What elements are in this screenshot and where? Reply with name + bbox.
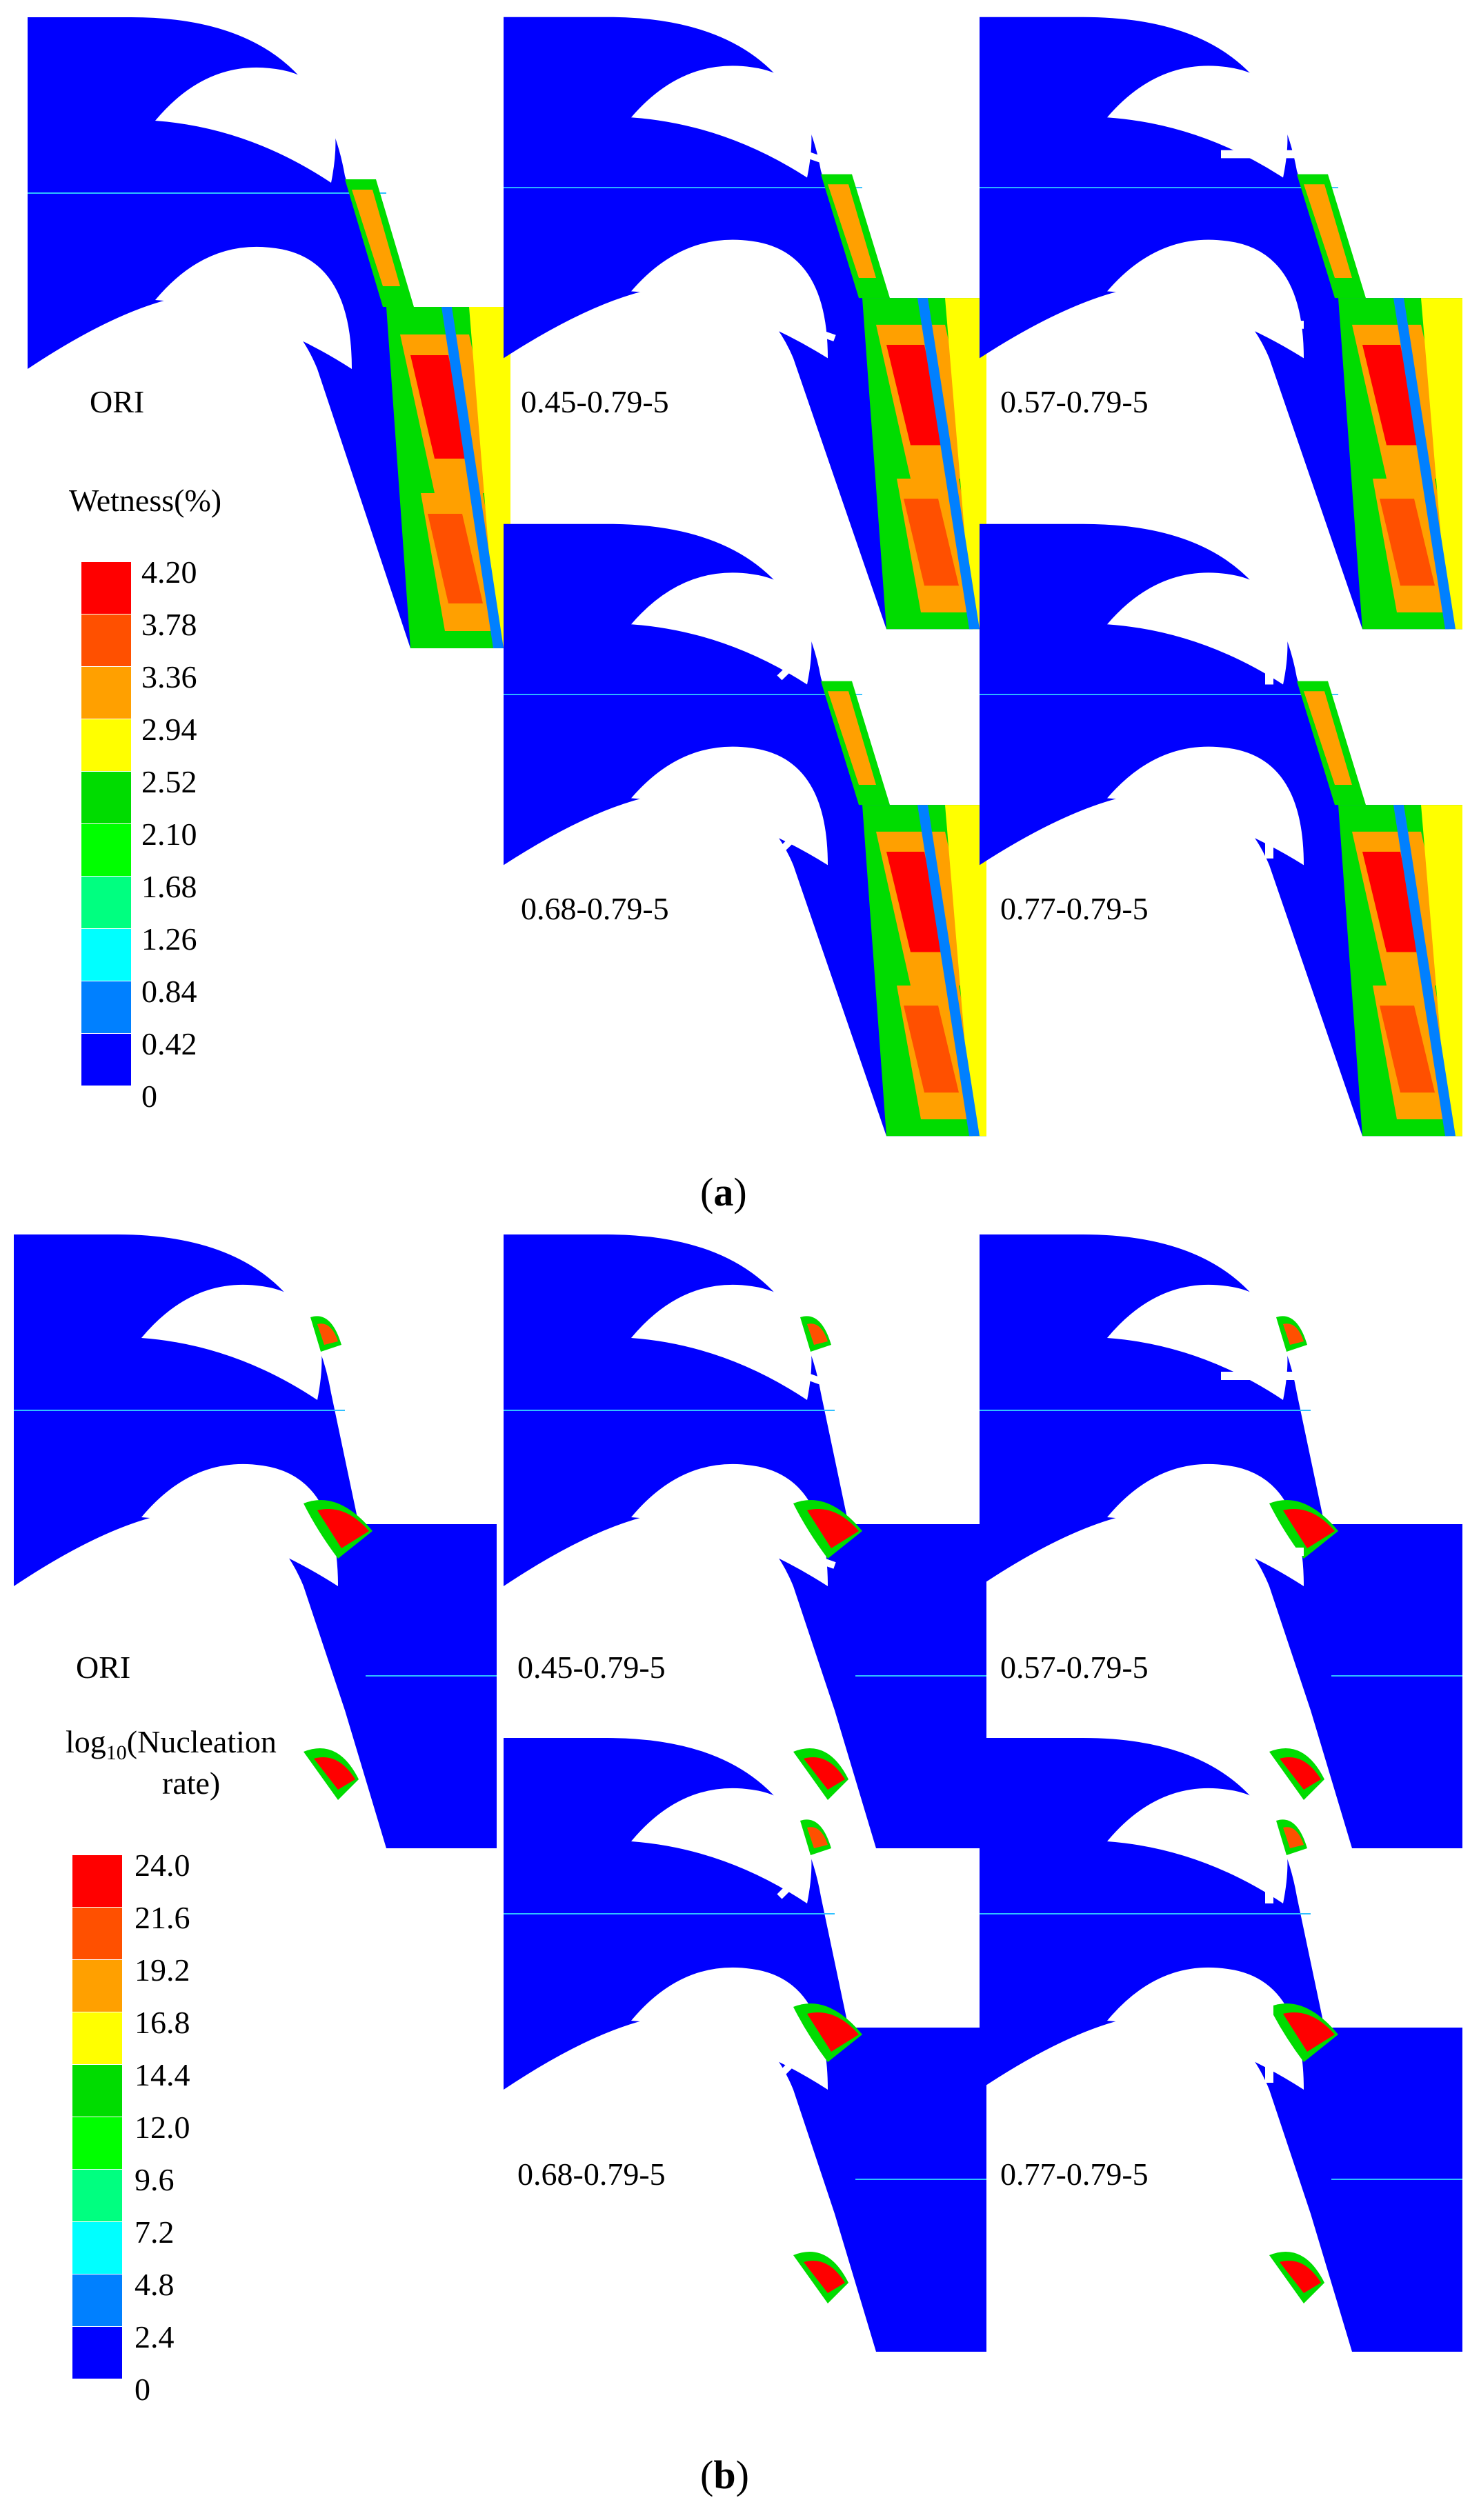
- legend-title-nucleation: log10(Nucleation rate): [66, 1724, 277, 1801]
- wetness-swatch: [81, 929, 131, 981]
- caption-b: (b): [700, 2452, 749, 2497]
- nucleation-tick-label: 19.2: [135, 1952, 190, 1988]
- nucleation-swatch: [72, 2065, 122, 2117]
- legend-title-wetness: Wetness(%): [69, 483, 222, 518]
- wetness-tick-label: 2.94: [141, 712, 197, 747]
- nucleation-tick-label: 21.6: [135, 1900, 190, 1935]
- wetness-swatch: [81, 824, 131, 876]
- wetness-swatch: [81, 772, 131, 823]
- wetness-swatch: [81, 981, 131, 1033]
- wetness-swatch: [81, 667, 131, 719]
- nucleation-swatch: [72, 2327, 122, 2379]
- nucleation-swatch: [72, 2117, 122, 2169]
- nucleation-tick-label: 9.6: [135, 2162, 175, 2197]
- case-label-068-b: 0.68-0.79-5: [517, 2157, 666, 2192]
- wetness-tick-label: 3.78: [141, 607, 197, 642]
- case-label-045-a: 0.45-0.79-5: [521, 384, 669, 419]
- case-label-ori-a: ORI: [90, 384, 145, 419]
- case-label-068-a: 0.68-0.79-5: [521, 891, 669, 926]
- wetness-swatch: [81, 614, 131, 666]
- wetness-swatch: [81, 719, 131, 771]
- case-label-ori-b: ORI: [76, 1650, 131, 1685]
- panel-a-contours: [27, 16, 1463, 1137]
- nucleation-swatch: [72, 1855, 122, 1907]
- wetness-swatch: [81, 877, 131, 928]
- wetness-tick-label: 3.36: [141, 659, 197, 694]
- wetness-tick-label: 1.68: [141, 869, 197, 904]
- wetness-swatch: [81, 1034, 131, 1086]
- nucleation-swatch: [72, 2222, 122, 2274]
- nucleation-tick-label: 24.0: [135, 1848, 190, 1883]
- nucleation-swatch: [72, 1908, 122, 1959]
- wetness-swatch: [81, 562, 131, 614]
- nucleation-swatch: [72, 2012, 122, 2064]
- wetness-tick-label: 4.20: [141, 554, 197, 590]
- case-label-077-b: 0.77-0.79-5: [1000, 2157, 1149, 2192]
- case-label-077-a: 0.77-0.79-5: [1000, 891, 1149, 926]
- wetness-tick-label: 0.84: [141, 974, 197, 1009]
- nucleation-tick-label: 14.4: [135, 2057, 190, 2092]
- nucleation-tick-label: 7.2: [135, 2214, 175, 2250]
- nucleation-tick-label: 4.8: [135, 2267, 175, 2302]
- wetness-tick-label: 2.10: [141, 817, 197, 852]
- nucleation-tick-label: 16.8: [135, 2005, 190, 2040]
- nucleation-swatch: [72, 1960, 122, 2012]
- nucleation-swatch: [72, 2170, 122, 2221]
- nucleation-tick-label: 12.0: [135, 2110, 190, 2145]
- nucleation-tick-label: 0: [135, 2372, 150, 2407]
- nucleation-swatch: [72, 2274, 122, 2326]
- wetness-tick-label: 2.52: [141, 764, 197, 799]
- caption-a: (a): [700, 1170, 747, 1214]
- nucleation-tick-label: 2.4: [135, 2319, 175, 2354]
- case-label-057-a: 0.57-0.79-5: [1000, 384, 1149, 419]
- wetness-tick-label: 0.42: [141, 1026, 197, 1061]
- wetness-tick-label: 1.26: [141, 921, 197, 957]
- case-label-045-b: 0.45-0.79-5: [517, 1650, 666, 1685]
- wetness-tick-label: 0: [141, 1079, 157, 1114]
- case-label-057-b: 0.57-0.79-5: [1000, 1650, 1149, 1685]
